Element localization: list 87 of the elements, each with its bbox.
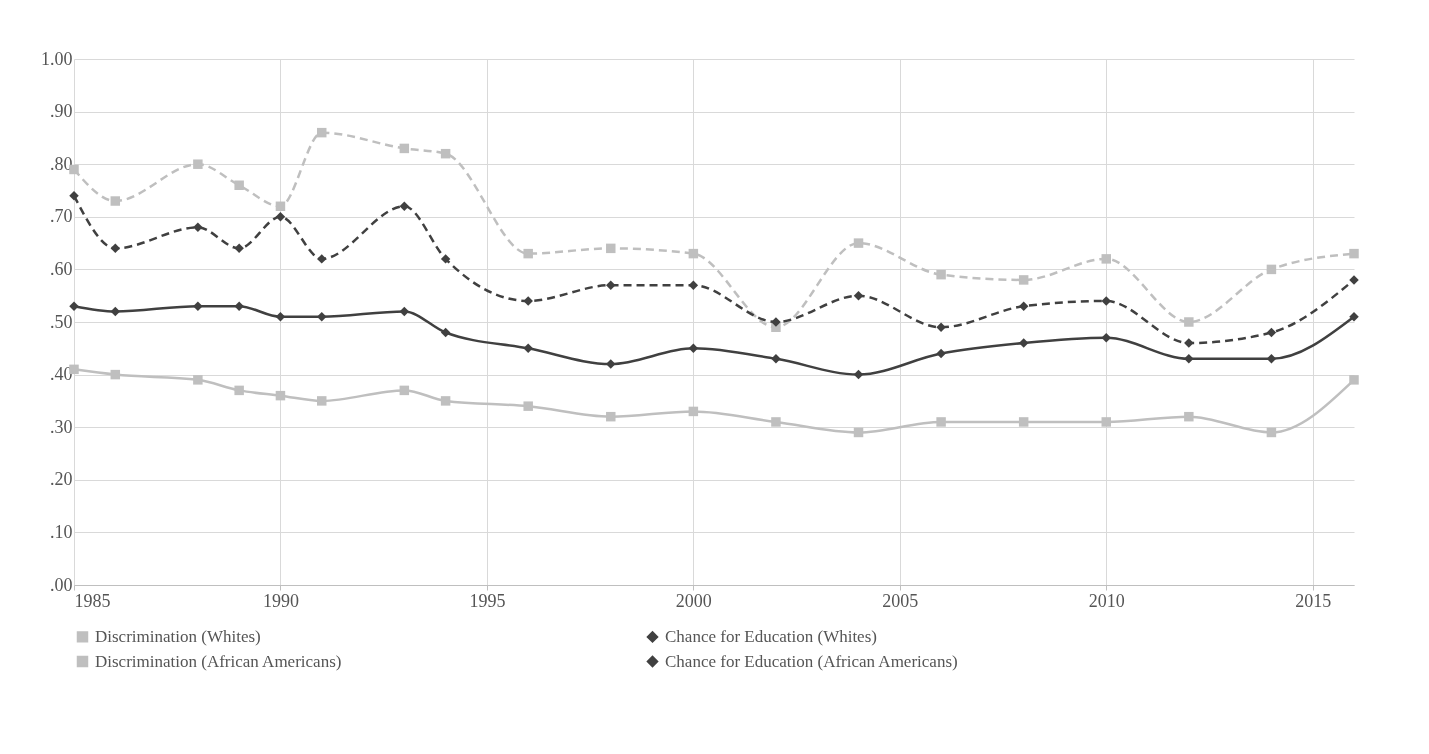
point xyxy=(275,201,286,212)
point xyxy=(193,301,203,311)
point xyxy=(1266,427,1277,438)
point xyxy=(399,201,410,212)
point xyxy=(771,354,781,364)
x-tick-label: 2010 xyxy=(1088,590,1125,611)
point xyxy=(193,222,203,233)
y-tick-label: .60 xyxy=(50,258,73,279)
point xyxy=(234,243,244,254)
point xyxy=(606,243,616,254)
point xyxy=(688,248,699,259)
x-tick-label: 1995 xyxy=(469,590,506,611)
point xyxy=(688,343,699,354)
x-tick-label: 1985 xyxy=(74,590,111,611)
point xyxy=(1184,411,1194,422)
point xyxy=(440,148,451,159)
legend-label: Discrimination (Whites) xyxy=(95,626,261,646)
point xyxy=(1266,327,1277,338)
point xyxy=(234,301,244,311)
point xyxy=(853,427,864,438)
point xyxy=(1018,417,1029,427)
point xyxy=(317,312,327,322)
point xyxy=(110,306,121,317)
x-tick-label: 2015 xyxy=(1295,590,1332,611)
point xyxy=(399,143,410,154)
y-tick-label: .10 xyxy=(50,521,73,542)
point xyxy=(69,191,79,201)
point xyxy=(275,390,286,401)
point xyxy=(1101,254,1111,264)
point xyxy=(936,322,946,332)
point xyxy=(1266,264,1277,275)
point xyxy=(1349,375,1359,385)
x-tick-label: 2000 xyxy=(675,590,712,611)
point xyxy=(1349,248,1359,259)
point xyxy=(317,254,327,264)
point xyxy=(1018,301,1029,311)
point xyxy=(234,385,244,396)
point xyxy=(523,248,533,259)
point xyxy=(688,406,699,417)
point xyxy=(523,401,533,411)
point xyxy=(234,180,244,190)
point xyxy=(110,369,121,380)
point xyxy=(440,396,451,406)
point xyxy=(606,411,616,422)
legend-label: Discrimination (African Americans) xyxy=(95,651,342,671)
point xyxy=(688,280,699,290)
y-tick-label: .90 xyxy=(50,101,73,122)
point xyxy=(1101,333,1111,343)
legend-label: Chance for Education (African Americans) xyxy=(665,651,958,671)
point xyxy=(1101,296,1111,306)
point xyxy=(936,417,946,427)
point xyxy=(110,196,121,206)
point xyxy=(440,327,451,338)
point xyxy=(275,312,286,322)
point xyxy=(853,369,864,380)
point xyxy=(853,238,864,248)
point xyxy=(110,243,121,254)
x-tick-label: 2005 xyxy=(882,590,919,611)
point xyxy=(275,212,286,222)
x-tick-label: 1990 xyxy=(262,590,299,611)
point xyxy=(1184,354,1194,364)
point xyxy=(523,343,533,354)
point xyxy=(1101,417,1111,427)
y-tick-label: .30 xyxy=(50,416,73,437)
point xyxy=(399,306,410,317)
point xyxy=(317,396,327,406)
point xyxy=(1184,317,1194,327)
point xyxy=(606,280,616,290)
legend-label: Chance for Education (Whites) xyxy=(665,626,877,646)
point xyxy=(399,385,410,396)
y-tick-label: .50 xyxy=(50,311,73,332)
point xyxy=(193,375,203,385)
point xyxy=(606,359,616,369)
y-tick-label: .70 xyxy=(50,206,73,227)
point xyxy=(853,290,864,301)
point xyxy=(1349,312,1359,322)
point xyxy=(1266,354,1277,364)
y-tick-label: 1.00 xyxy=(41,48,73,69)
point xyxy=(317,127,327,138)
y-tick-label: .20 xyxy=(50,469,73,490)
point xyxy=(936,348,946,359)
point xyxy=(440,254,451,264)
point xyxy=(936,269,946,280)
point xyxy=(771,417,781,427)
point xyxy=(193,159,203,169)
y-tick-label: .00 xyxy=(50,574,73,595)
point xyxy=(1018,275,1029,285)
